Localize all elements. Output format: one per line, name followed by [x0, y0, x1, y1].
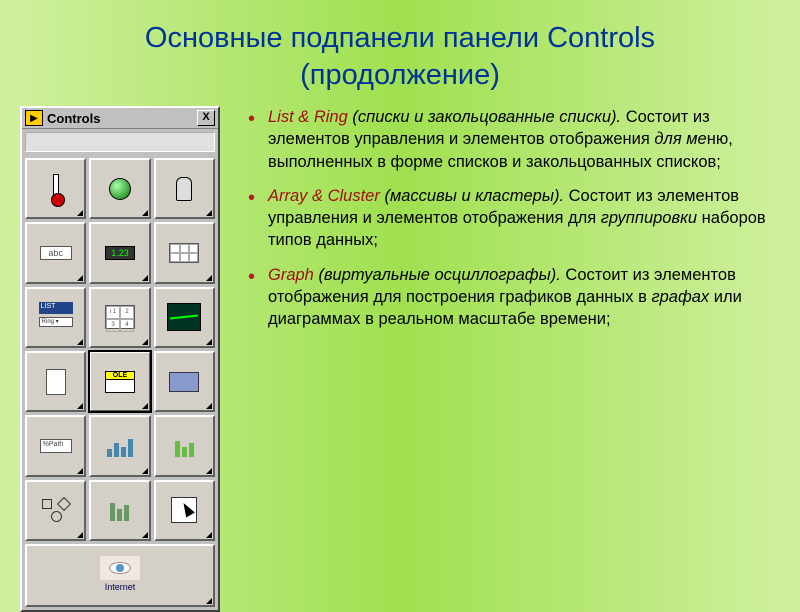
cell-container[interactable]: [154, 351, 215, 412]
palette-title: Controls: [47, 111, 193, 126]
bullet-list: List & Ring (списки и закольцованные спи…: [244, 106, 780, 612]
document-icon: [46, 369, 66, 395]
cell-decor[interactable]: [89, 480, 150, 541]
cell-boolean[interactable]: [154, 158, 215, 219]
cell-ole[interactable]: OLE: [89, 351, 150, 412]
eye-icon: [100, 556, 140, 580]
palette-blank: [25, 132, 215, 152]
path-icon: %Path: [40, 439, 72, 453]
abc-icon: abc: [40, 246, 72, 260]
palette-grid: abc 1.23 LISTRing ▾ i 1234 OLE %Path Int…: [22, 155, 218, 610]
thermometer-icon: [53, 174, 59, 204]
ital-1: для ме: [654, 130, 706, 148]
cell-cursor[interactable]: [154, 480, 215, 541]
cell-shapes[interactable]: [25, 480, 86, 541]
controls-palette: ▶ Controls X abc 1.23 LISTRing ▾ i 1234 …: [20, 106, 220, 612]
cell-numeric[interactable]: [25, 158, 86, 219]
table-icon: [169, 243, 199, 263]
sep-3: (виртуальные осциллографы).: [314, 266, 566, 284]
close-icon[interactable]: X: [197, 110, 215, 126]
cell-chart1[interactable]: [89, 415, 150, 476]
cell-table[interactable]: [154, 222, 215, 283]
decor-icon: [105, 499, 135, 521]
switch-icon: [176, 177, 192, 201]
cell-matrix[interactable]: i 1234: [89, 287, 150, 348]
term-3: Graph: [268, 266, 314, 284]
bars2-icon: [169, 435, 199, 457]
bullet-item-2: Array & Cluster (массивы и кластеры). Со…: [244, 185, 780, 252]
ital-2: группировки: [601, 209, 697, 227]
cell-digital[interactable]: 1.23: [89, 222, 150, 283]
term-1: List & Ring: [268, 108, 348, 126]
content-row: ▶ Controls X abc 1.23 LISTRing ▾ i 1234 …: [0, 106, 800, 612]
slide-title: Основные подпанели панели Controls: [0, 0, 800, 59]
cell-string[interactable]: abc: [25, 222, 86, 283]
cell-knob[interactable]: [89, 158, 150, 219]
cell-graph[interactable]: [154, 287, 215, 348]
graph-icon: [167, 303, 201, 331]
container-icon: [169, 372, 199, 392]
slide-subtitle: (продолжение): [0, 59, 800, 106]
cell-internet[interactable]: Internet: [25, 544, 215, 607]
term-2: Array & Cluster: [268, 187, 380, 205]
list-ring-icon: LISTRing ▾: [39, 302, 73, 332]
palette-icon: ▶: [25, 110, 43, 126]
bars-icon: [105, 435, 135, 457]
cell-doc[interactable]: [25, 351, 86, 412]
bullet-item-3: Graph (виртуальные осциллографы). Состои…: [244, 264, 780, 331]
digits-icon: 1.23: [105, 246, 135, 260]
internet-label: Internet: [102, 582, 138, 596]
cell-chart2[interactable]: [154, 415, 215, 476]
ital-3: графах: [651, 288, 709, 306]
palette-titlebar: ▶ Controls X: [22, 108, 218, 129]
cursor-icon: [171, 497, 197, 523]
cell-list-ring[interactable]: LISTRing ▾: [25, 287, 86, 348]
shapes-icon: [41, 497, 71, 523]
knob-icon: [109, 178, 131, 200]
sep-2: (массивы и кластеры).: [380, 187, 569, 205]
bullet-item-1: List & Ring (списки и закольцованные спи…: [244, 106, 780, 173]
sep-1: (списки и закольцованные списки).: [348, 108, 626, 126]
ole-icon: OLE: [105, 371, 135, 393]
cell-path[interactable]: %Path: [25, 415, 86, 476]
matrix-icon: i 1234: [105, 305, 135, 329]
